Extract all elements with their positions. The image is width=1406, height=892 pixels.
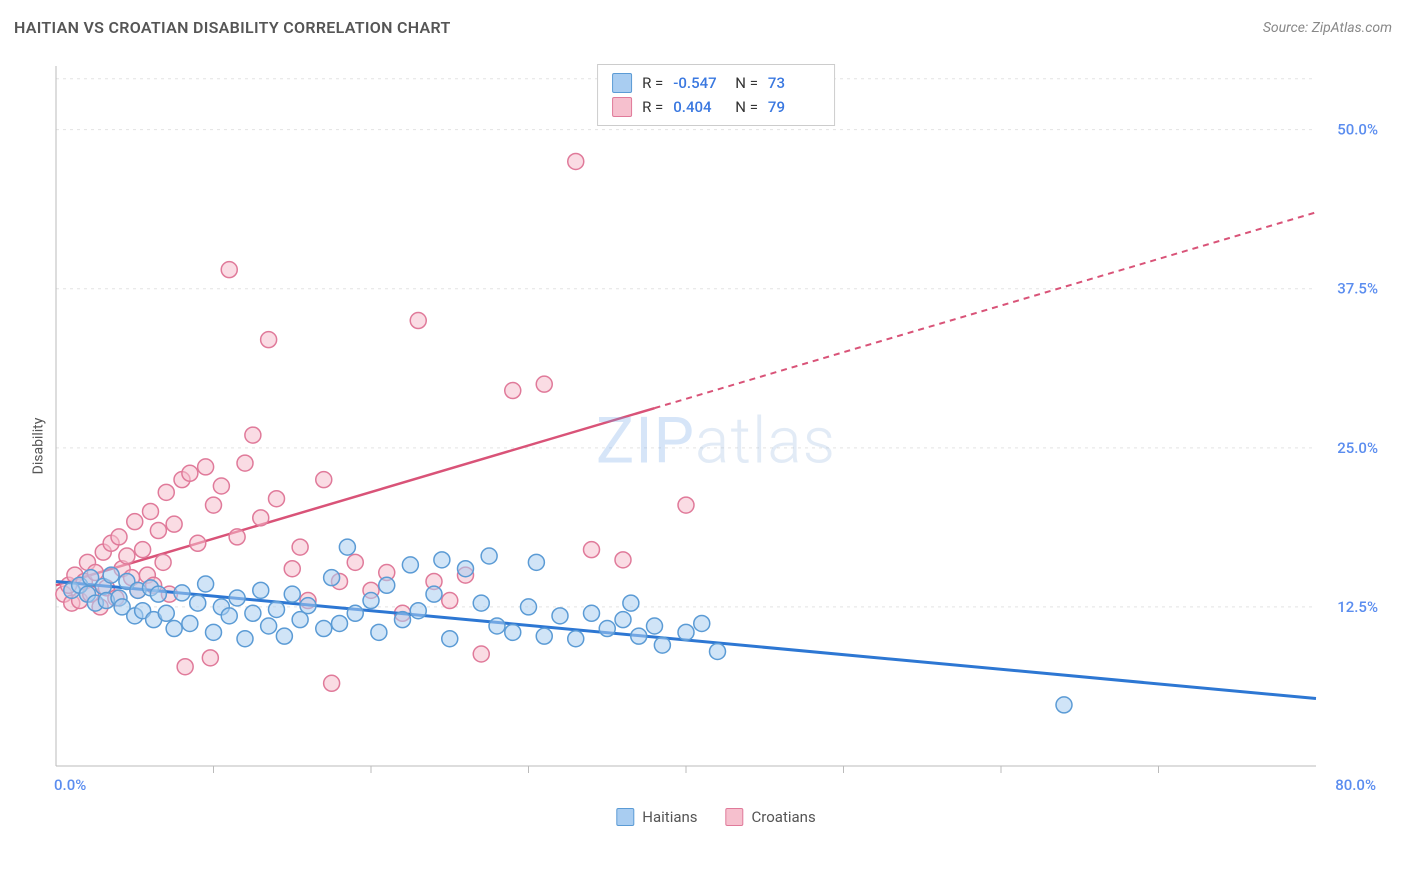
n-value-haitians: 73 [768, 71, 820, 95]
r-value-haitians: -0.547 [673, 71, 725, 95]
legend-item-haitians: Haitians [616, 808, 697, 826]
chart-header: HAITIAN VS CROATIAN DISABILITY CORRELATI… [14, 18, 1392, 37]
n-label: N = [735, 95, 758, 119]
chart-title: HAITIAN VS CROATIAN DISABILITY CORRELATI… [14, 18, 451, 37]
scatter-plot: 12.5% 25.0% 37.5% 50.0% 0.0% 80.0% [46, 56, 1386, 826]
r-value-croatians: 0.404 [673, 95, 725, 119]
swatch-croatians [726, 808, 744, 826]
legend-item-croatians: Croatians [726, 808, 816, 826]
n-value-croatians: 79 [768, 95, 820, 119]
chart-source: Source: ZipAtlas.com [1263, 20, 1392, 36]
svg-text:25.0%: 25.0% [1337, 439, 1378, 457]
swatch-haitians [612, 73, 632, 93]
svg-text:37.5%: 37.5% [1337, 280, 1378, 298]
swatch-croatians [612, 97, 632, 117]
svg-text:0.0%: 0.0% [54, 776, 86, 794]
svg-text:50.0%: 50.0% [1337, 121, 1378, 139]
svg-text:12.5%: 12.5% [1337, 598, 1378, 616]
legend-bottom: Haitians Croatians [616, 808, 815, 826]
stats-row-croatians: R = 0.404 N = 79 [612, 95, 820, 119]
y-axis-label: Disability [30, 418, 46, 475]
legend-label-haitians: Haitians [642, 808, 697, 826]
stats-legend: R = -0.547 N = 73 R = 0.404 N = 79 [597, 64, 835, 126]
chart-area: 12.5%25.0%37.5%50.0%0.0%80.0% ZIPatlas R… [46, 56, 1386, 826]
r-label: R = [642, 95, 663, 119]
svg-text:80.0%: 80.0% [1335, 776, 1376, 794]
stats-row-haitians: R = -0.547 N = 73 [612, 71, 820, 95]
n-label: N = [735, 71, 758, 95]
swatch-haitians [616, 808, 634, 826]
r-label: R = [642, 71, 663, 95]
legend-label-croatians: Croatians [752, 808, 816, 826]
